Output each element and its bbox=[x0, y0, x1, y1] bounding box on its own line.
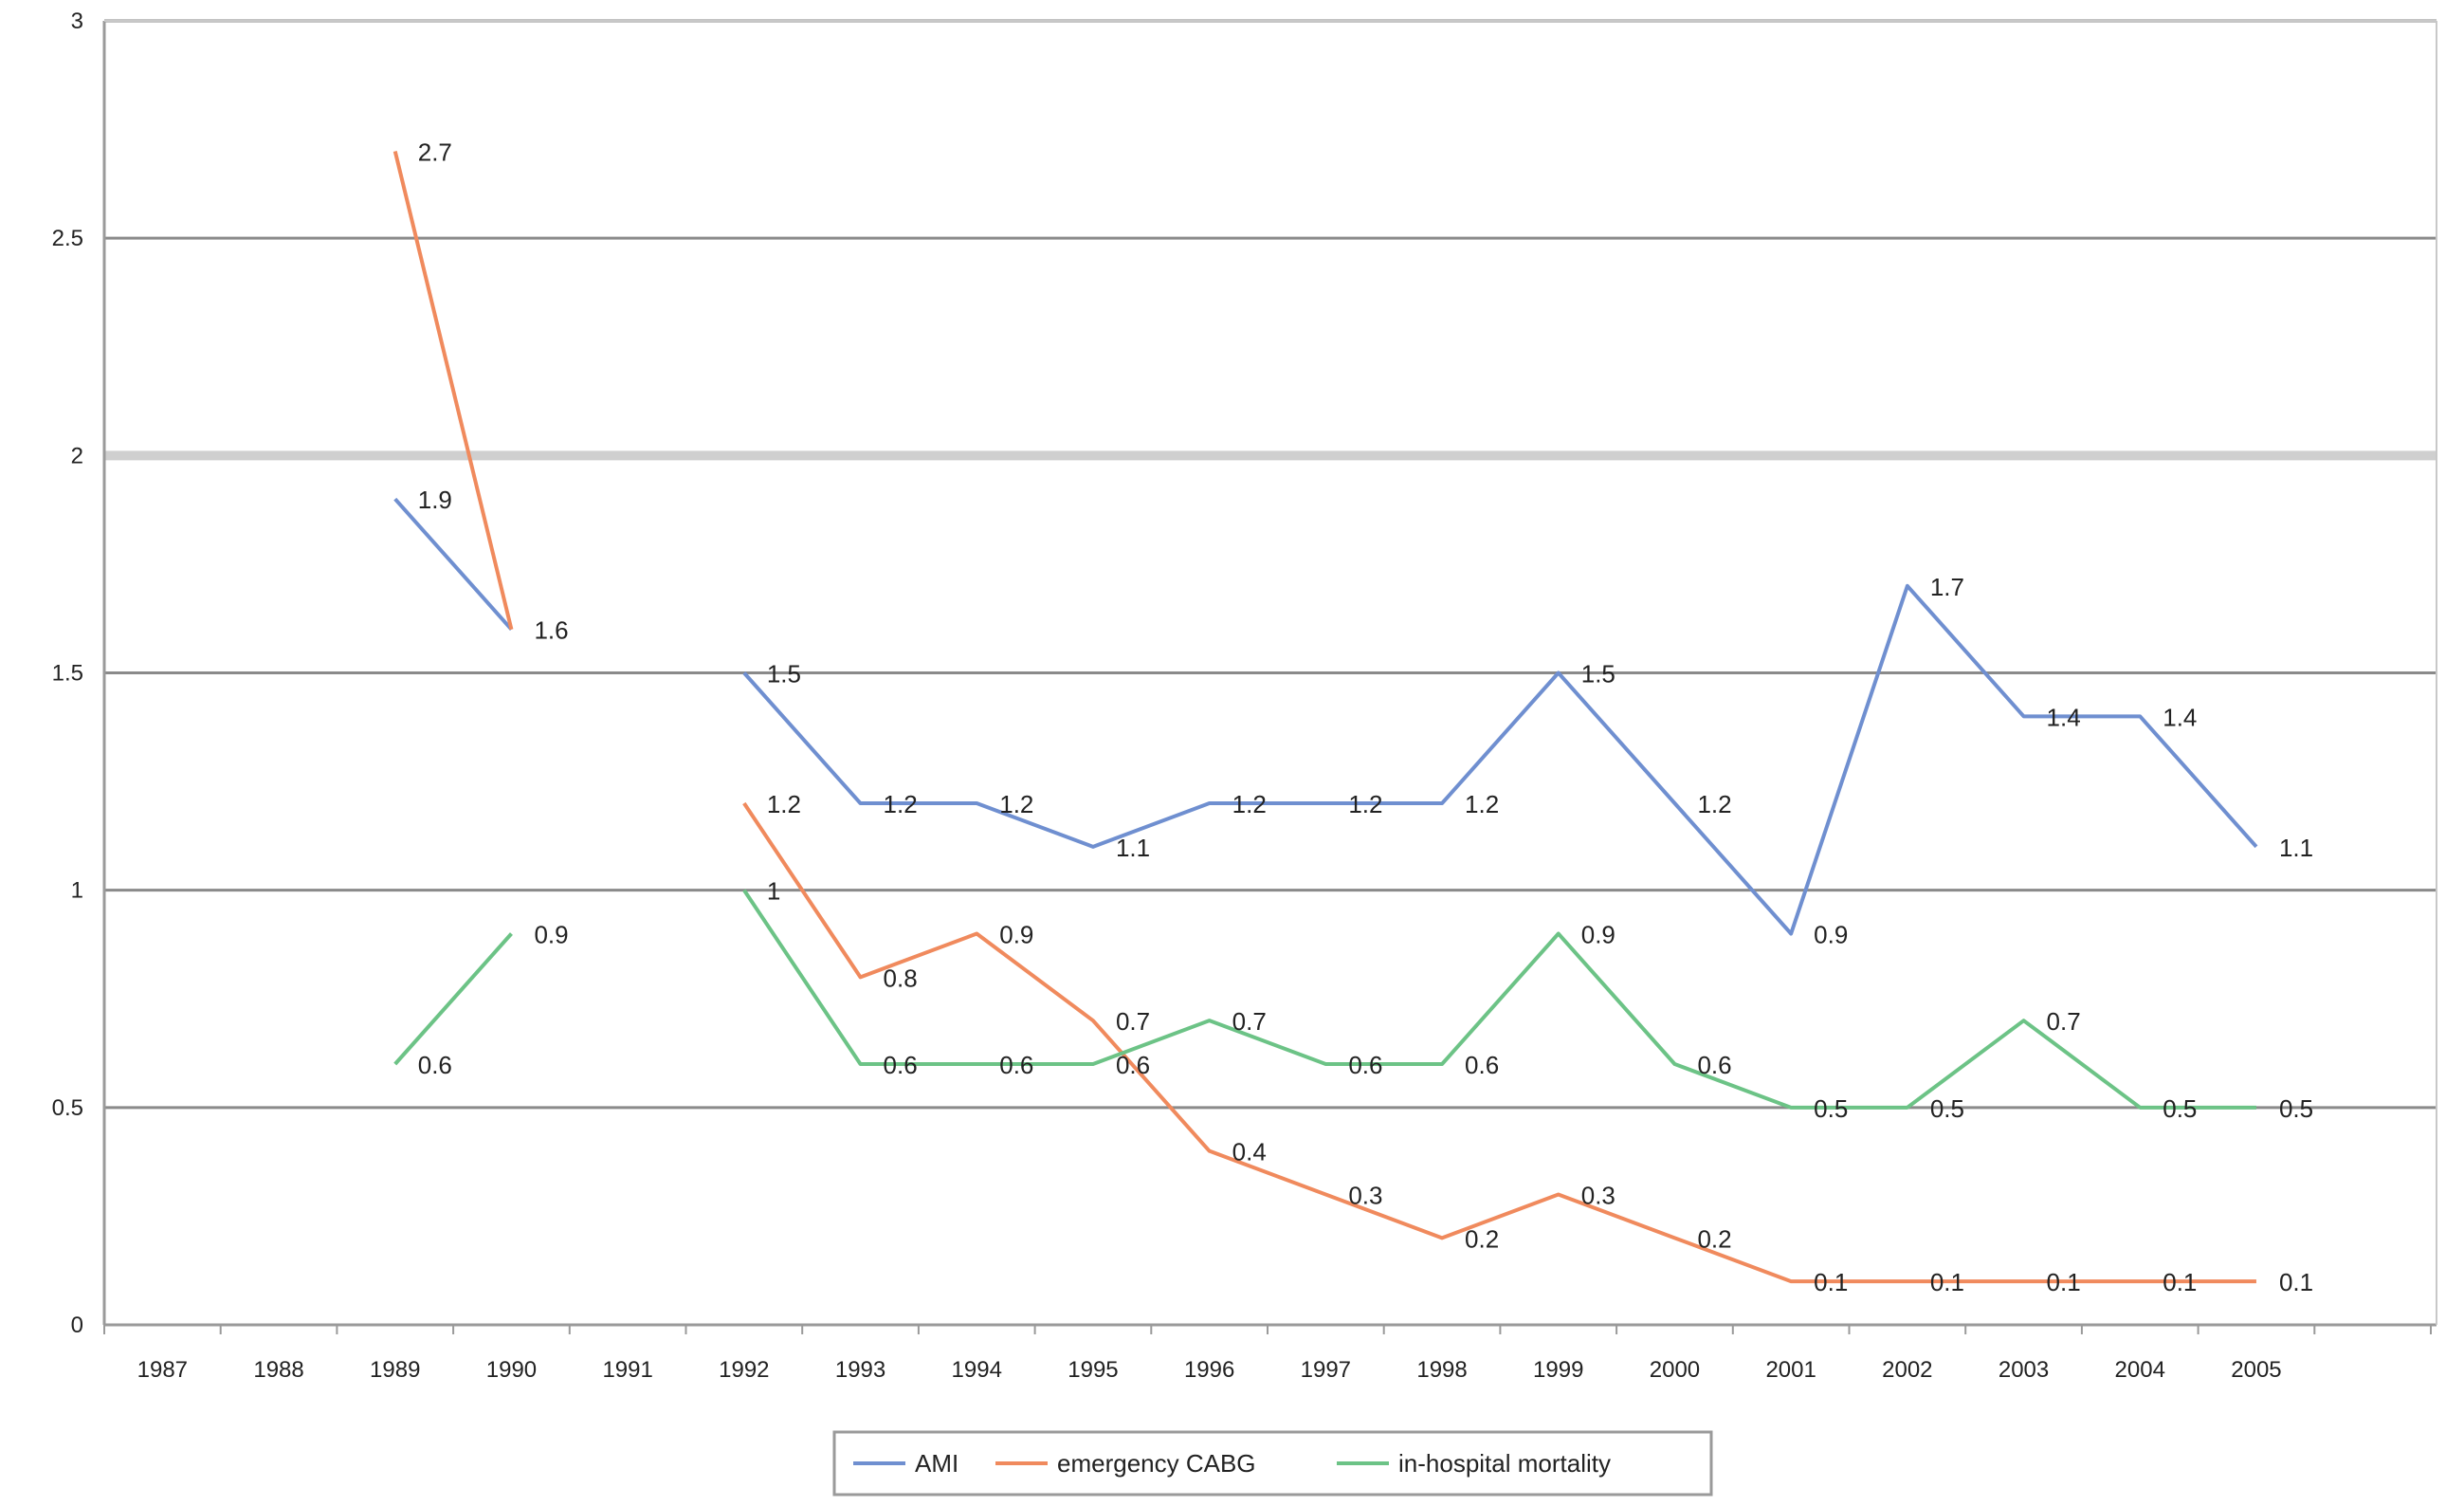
series-lines bbox=[392, 151, 2258, 1284]
series-line-0 bbox=[742, 583, 2258, 936]
data-label: 0.6 bbox=[418, 1051, 452, 1079]
x-tick-label: 2003 bbox=[1999, 1357, 2049, 1383]
y-tick-label: 2.5 bbox=[52, 226, 83, 251]
data-label: 0.6 bbox=[1348, 1051, 1382, 1079]
legend-label: emergency CABG bbox=[1057, 1449, 1256, 1478]
data-label: 0.1 bbox=[2047, 1268, 2081, 1296]
x-tick-label: 2002 bbox=[1882, 1357, 1932, 1383]
data-label: 0.6 bbox=[1697, 1051, 1731, 1079]
series-line-1 bbox=[742, 801, 2256, 1284]
data-label: 0.1 bbox=[2163, 1268, 2197, 1296]
data-label: 0.6 bbox=[884, 1051, 918, 1079]
data-label: 0.6 bbox=[1465, 1051, 1499, 1079]
y-tick-label: 2 bbox=[71, 443, 83, 468]
data-label: 0.5 bbox=[1930, 1094, 1964, 1123]
data-label: 1.4 bbox=[2047, 703, 2081, 731]
data-label: 0.7 bbox=[1116, 1007, 1150, 1036]
data-label: 0.7 bbox=[1232, 1007, 1267, 1036]
series-line-2 bbox=[742, 889, 2256, 1110]
series-line-1 bbox=[392, 151, 514, 631]
data-label: 0.3 bbox=[1581, 1182, 1615, 1210]
data-label: 1.2 bbox=[767, 790, 801, 818]
data-label: 1.2 bbox=[1697, 790, 1731, 818]
x-tick-label: 2005 bbox=[2231, 1357, 2281, 1383]
data-label: 1.2 bbox=[1348, 790, 1382, 818]
data-label: 1.2 bbox=[1465, 790, 1499, 818]
x-tick-label: 1987 bbox=[137, 1357, 188, 1383]
data-label: 1.2 bbox=[1232, 790, 1267, 818]
data-label: 0.6 bbox=[999, 1051, 1033, 1079]
series-line-0 bbox=[393, 497, 513, 631]
data-label: 0.2 bbox=[1465, 1224, 1499, 1253]
y-tick-label: 1 bbox=[71, 878, 83, 904]
x-tick-label: 1996 bbox=[1184, 1357, 1234, 1383]
data-label: 0.9 bbox=[999, 921, 1033, 949]
data-label: 1.5 bbox=[1581, 660, 1615, 689]
axes: 0 0.5 1 1.5 2 2.5 3 1987 1988 1989 1990 1991 1992 199… bbox=[52, 9, 2437, 1383]
x-tick-label: 1997 bbox=[1301, 1357, 1351, 1383]
data-label: 1.1 bbox=[2279, 834, 2313, 862]
x-tick-label: 2000 bbox=[1650, 1357, 1700, 1383]
data-label: 0.7 bbox=[2047, 1007, 2081, 1036]
data-label: 1.7 bbox=[1930, 573, 1964, 601]
x-tick-label: 1992 bbox=[719, 1357, 769, 1383]
x-tick-label: 1991 bbox=[602, 1357, 652, 1383]
x-tick-label: 1989 bbox=[370, 1357, 420, 1383]
data-label: 0.9 bbox=[1814, 921, 1848, 949]
data-label: 1.9 bbox=[418, 486, 452, 514]
data-label: 1.6 bbox=[534, 616, 568, 645]
x-tick-label: 1998 bbox=[1416, 1357, 1467, 1383]
data-label: 1 bbox=[767, 877, 780, 906]
data-label: 1.2 bbox=[999, 790, 1033, 818]
x-tick-label: 1990 bbox=[486, 1357, 537, 1383]
data-label: 2.7 bbox=[418, 138, 452, 167]
series-line-2 bbox=[393, 932, 513, 1066]
data-label: 0.9 bbox=[1581, 921, 1615, 949]
data-label: 1.5 bbox=[767, 660, 801, 689]
x-tick-label: 1999 bbox=[1533, 1357, 1583, 1383]
data-label: 0.1 bbox=[2279, 1268, 2313, 1296]
x-tick-label: 2004 bbox=[2115, 1357, 2165, 1383]
legend-box bbox=[832, 1430, 1713, 1497]
y-tick-label: 1.5 bbox=[52, 661, 83, 687]
data-label: 0.4 bbox=[1232, 1138, 1267, 1166]
data-label: 0.6 bbox=[1116, 1051, 1150, 1079]
data-label: 0.1 bbox=[1930, 1268, 1964, 1296]
data-labels: 1.9 1.6 1.5 1.2 1.2 1.1 1.2 1.2 1.2 1.5 1.2 0.9 1.7 1… bbox=[418, 138, 2313, 1297]
data-label: 0.8 bbox=[884, 964, 918, 992]
data-label: 0.5 bbox=[2279, 1094, 2313, 1123]
data-label: 1.4 bbox=[2163, 703, 2197, 731]
legend-label: AMI bbox=[915, 1449, 958, 1478]
data-label: 1.2 bbox=[884, 790, 918, 818]
data-label: 0.5 bbox=[2163, 1094, 2197, 1123]
data-label: 0.1 bbox=[1814, 1268, 1848, 1296]
data-label: 0.5 bbox=[1814, 1094, 1848, 1123]
legend: AMI emergency CABG in-hospital mortality bbox=[832, 1430, 1713, 1497]
y-tick-label: 3 bbox=[71, 9, 83, 34]
x-tick-label: 1995 bbox=[1068, 1357, 1118, 1383]
data-label: 0.2 bbox=[1697, 1224, 1731, 1253]
data-label: 1.1 bbox=[1116, 834, 1150, 862]
x-tick-label: 1988 bbox=[253, 1357, 303, 1383]
data-label: 0.9 bbox=[534, 921, 568, 949]
y-tick-label: 0.5 bbox=[52, 1095, 83, 1121]
legend-label: in-hospital mortality bbox=[1398, 1449, 1611, 1478]
x-tick-label: 1994 bbox=[952, 1357, 1002, 1383]
data-label: 0.3 bbox=[1348, 1182, 1382, 1210]
y-tick-label: 0 bbox=[71, 1313, 83, 1338]
x-tick-label: 1993 bbox=[835, 1357, 885, 1383]
x-tick-label: 2001 bbox=[1765, 1357, 1816, 1383]
